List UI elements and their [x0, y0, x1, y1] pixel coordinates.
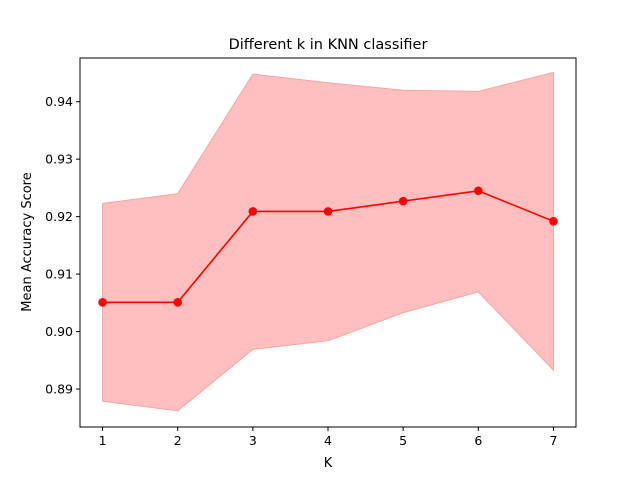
y-tick-label: 0.92 [45, 209, 73, 224]
x-tick-label: 2 [174, 433, 182, 448]
x-tick-label: 4 [324, 433, 332, 448]
y-tick-label: 0.90 [45, 324, 73, 339]
data-point [98, 297, 107, 307]
x-axis-ticks: 1 2 3 4 5 6 7 [99, 427, 557, 448]
x-tick-label: 1 [99, 433, 107, 448]
y-tick-label: 0.94 [45, 94, 73, 109]
chart-title: Different k in KNN classifier [229, 37, 428, 53]
y-tick-label: 0.91 [45, 267, 73, 282]
x-tick-label: 5 [399, 433, 407, 448]
y-tick-label: 0.93 [45, 152, 73, 167]
x-tick-label: 7 [549, 433, 557, 448]
data-point [549, 216, 558, 226]
data-point [323, 207, 333, 216]
y-axis-ticks: 0.89 0.90 0.91 0.92 0.93 0.94 [45, 94, 80, 397]
confidence-band [102, 71, 554, 412]
data-point [474, 186, 483, 196]
x-tick-label: 3 [249, 433, 257, 448]
data-point [398, 196, 408, 206]
confidence-band-layer [102, 71, 554, 412]
data-point [248, 207, 258, 216]
y-axis-label: Mean Accuracy Score [20, 172, 35, 311]
data-point-layer [98, 186, 558, 307]
x-tick-label: 6 [474, 433, 482, 448]
data-point [173, 297, 182, 307]
y-tick-label: 0.89 [45, 382, 73, 397]
x-axis-label: K [324, 456, 333, 471]
